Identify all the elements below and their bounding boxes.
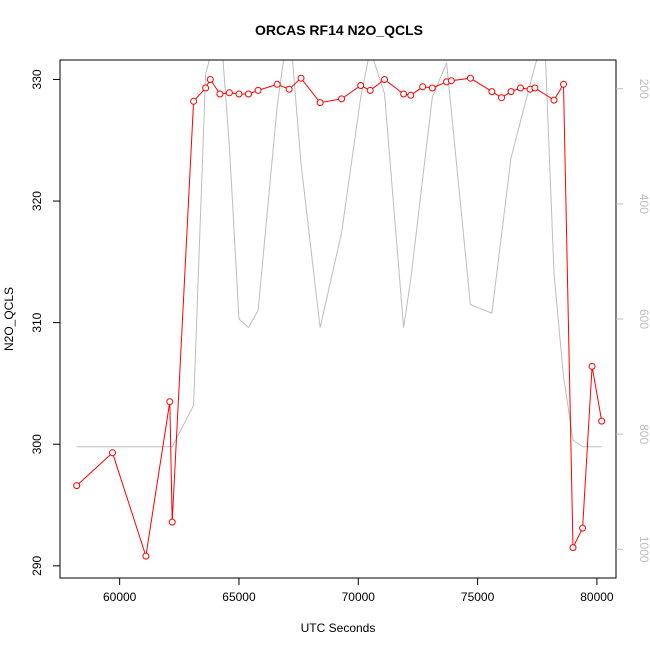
data-point: [381, 76, 388, 83]
y2-axis: 200 400 600 800 1000: [616, 79, 650, 563]
data-point: [498, 94, 505, 102]
data-point: [297, 74, 305, 82]
y-tick-label: 290: [30, 556, 44, 576]
data-point: [588, 362, 596, 370]
x-tick-label: 65000: [222, 590, 256, 604]
y-axis-label: N2O_QCLS: [2, 287, 16, 351]
data-point: [73, 482, 81, 490]
data-point: [338, 95, 346, 103]
data-point: [550, 96, 558, 104]
x-tick-label: 80000: [580, 590, 614, 604]
data-point: [466, 74, 474, 82]
x-axis-label: UTC Seconds: [301, 621, 376, 635]
data-point: [216, 90, 224, 98]
data-point: [316, 99, 324, 107]
data-point: [225, 89, 233, 97]
series-layer: [73, 60, 606, 560]
data-point: [109, 449, 116, 457]
data-point: [447, 77, 455, 85]
x-axis: 60000 65000 70000 75000 80000: [103, 578, 614, 604]
data-point: [166, 398, 174, 406]
data-point: [419, 83, 427, 91]
y2-tick-label: 200: [637, 79, 650, 99]
data-point: [357, 82, 365, 89]
data-point: [400, 90, 408, 98]
data-point: [569, 544, 577, 552]
data-point: [428, 84, 436, 92]
series-line-1: [76, 60, 602, 448]
data-point: [598, 417, 606, 425]
data-point: [235, 90, 243, 98]
data-point: [206, 76, 214, 83]
data-point: [531, 84, 539, 92]
data-point: [488, 88, 496, 96]
x-tick-label: 70000: [342, 590, 376, 604]
y-tick-label: 320: [30, 191, 44, 211]
y2-tick-label: 600: [637, 309, 650, 329]
data-point: [142, 552, 150, 560]
data-point: [285, 85, 293, 93]
y2-tick-label: 400: [637, 194, 650, 214]
y-tick-label: 300: [30, 434, 44, 454]
x-tick-label: 60000: [103, 590, 137, 604]
y-tick-label: 330: [30, 69, 44, 89]
y2-tick-label: 800: [637, 424, 650, 444]
data-point: [202, 84, 210, 92]
data-point: [254, 86, 262, 94]
y-axis: 290 300 310 320 330: [30, 69, 60, 576]
data-point: [407, 91, 415, 99]
data-point: [168, 518, 176, 526]
data-point: [560, 80, 567, 88]
data-point: [366, 86, 374, 94]
data-point: [273, 80, 281, 88]
y2-tick-label: 1000: [637, 536, 650, 563]
data-point: [190, 97, 198, 105]
x-tick-label: 75000: [461, 590, 495, 604]
plot-frame: [59, 59, 617, 579]
data-point: [507, 88, 515, 96]
data-point: [579, 524, 587, 532]
chart-title: ORCAS RF14 N2O_QCLS: [255, 22, 423, 38]
data-point: [517, 84, 524, 92]
y-tick-label: 310: [30, 312, 44, 332]
series-line-0: [76, 77, 603, 557]
data-point: [245, 90, 252, 98]
